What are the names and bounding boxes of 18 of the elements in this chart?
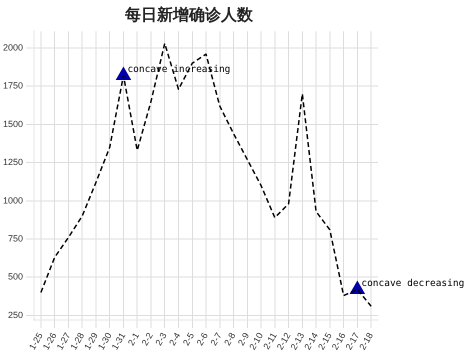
x-tick-label: 2-6: [194, 330, 210, 348]
x-tick-label: 2-3: [153, 330, 169, 348]
x-tick-label: 2-8: [222, 330, 238, 348]
y-tick-label: 250: [8, 310, 24, 320]
x-tick-label: 2-2: [140, 330, 155, 348]
x-tick-label: 2-1: [126, 330, 142, 348]
y-tick-label: 2000: [2, 42, 24, 52]
chart-title: 每日新增确诊人数: [124, 4, 254, 24]
x-tick-label: 2-7: [208, 330, 224, 348]
y-tick-label: 1750: [2, 80, 24, 91]
y-tick-label: 1250: [2, 157, 24, 168]
x-tick-label: 2-5: [180, 330, 196, 348]
x-tick-label: 2-4: [167, 330, 182, 348]
y-tick-label: 1500: [2, 118, 24, 129]
y-tick-label: 500: [8, 272, 24, 282]
y-tick-label: 1000: [2, 195, 24, 206]
y-tick-label: 750: [8, 234, 24, 244]
annotation: concave decreasing: [361, 278, 464, 289]
